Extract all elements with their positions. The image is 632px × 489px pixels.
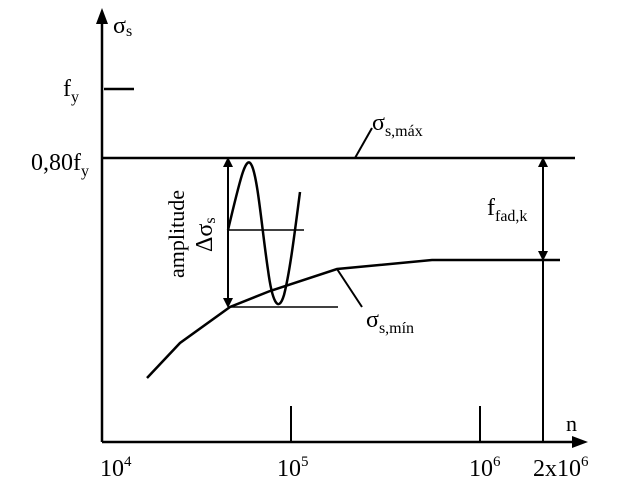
sigma-min-label: σs,mín bbox=[366, 307, 414, 337]
x-axis-arrowhead bbox=[572, 436, 588, 448]
x-tick-label-1e4: 104 bbox=[100, 454, 132, 482]
amplitude-label: amplitude bbox=[164, 190, 189, 278]
sigma-min-curve bbox=[146, 258, 560, 379]
sigma-max-label: σs,máx bbox=[372, 110, 423, 140]
x-tick-label-2e6: 2x106 bbox=[533, 454, 589, 482]
delta-sigma-label: Δσs bbox=[192, 217, 219, 252]
x-axis-label: n bbox=[566, 411, 577, 436]
fy-label: fy bbox=[63, 76, 79, 106]
ffad-label: ffad,k bbox=[487, 195, 527, 225]
fy80-label: 0,80fy bbox=[31, 150, 89, 180]
sigma-max-leader bbox=[354, 127, 373, 159]
y-axis-arrowhead bbox=[96, 8, 108, 24]
x-tick-label-1e5: 105 bbox=[277, 454, 309, 482]
stress-cycle-curve bbox=[226, 161, 302, 306]
x-tick-label-1e6: 106 bbox=[469, 454, 501, 482]
y-axis-label: σs bbox=[113, 13, 132, 40]
sigma-min-leader bbox=[336, 268, 363, 308]
